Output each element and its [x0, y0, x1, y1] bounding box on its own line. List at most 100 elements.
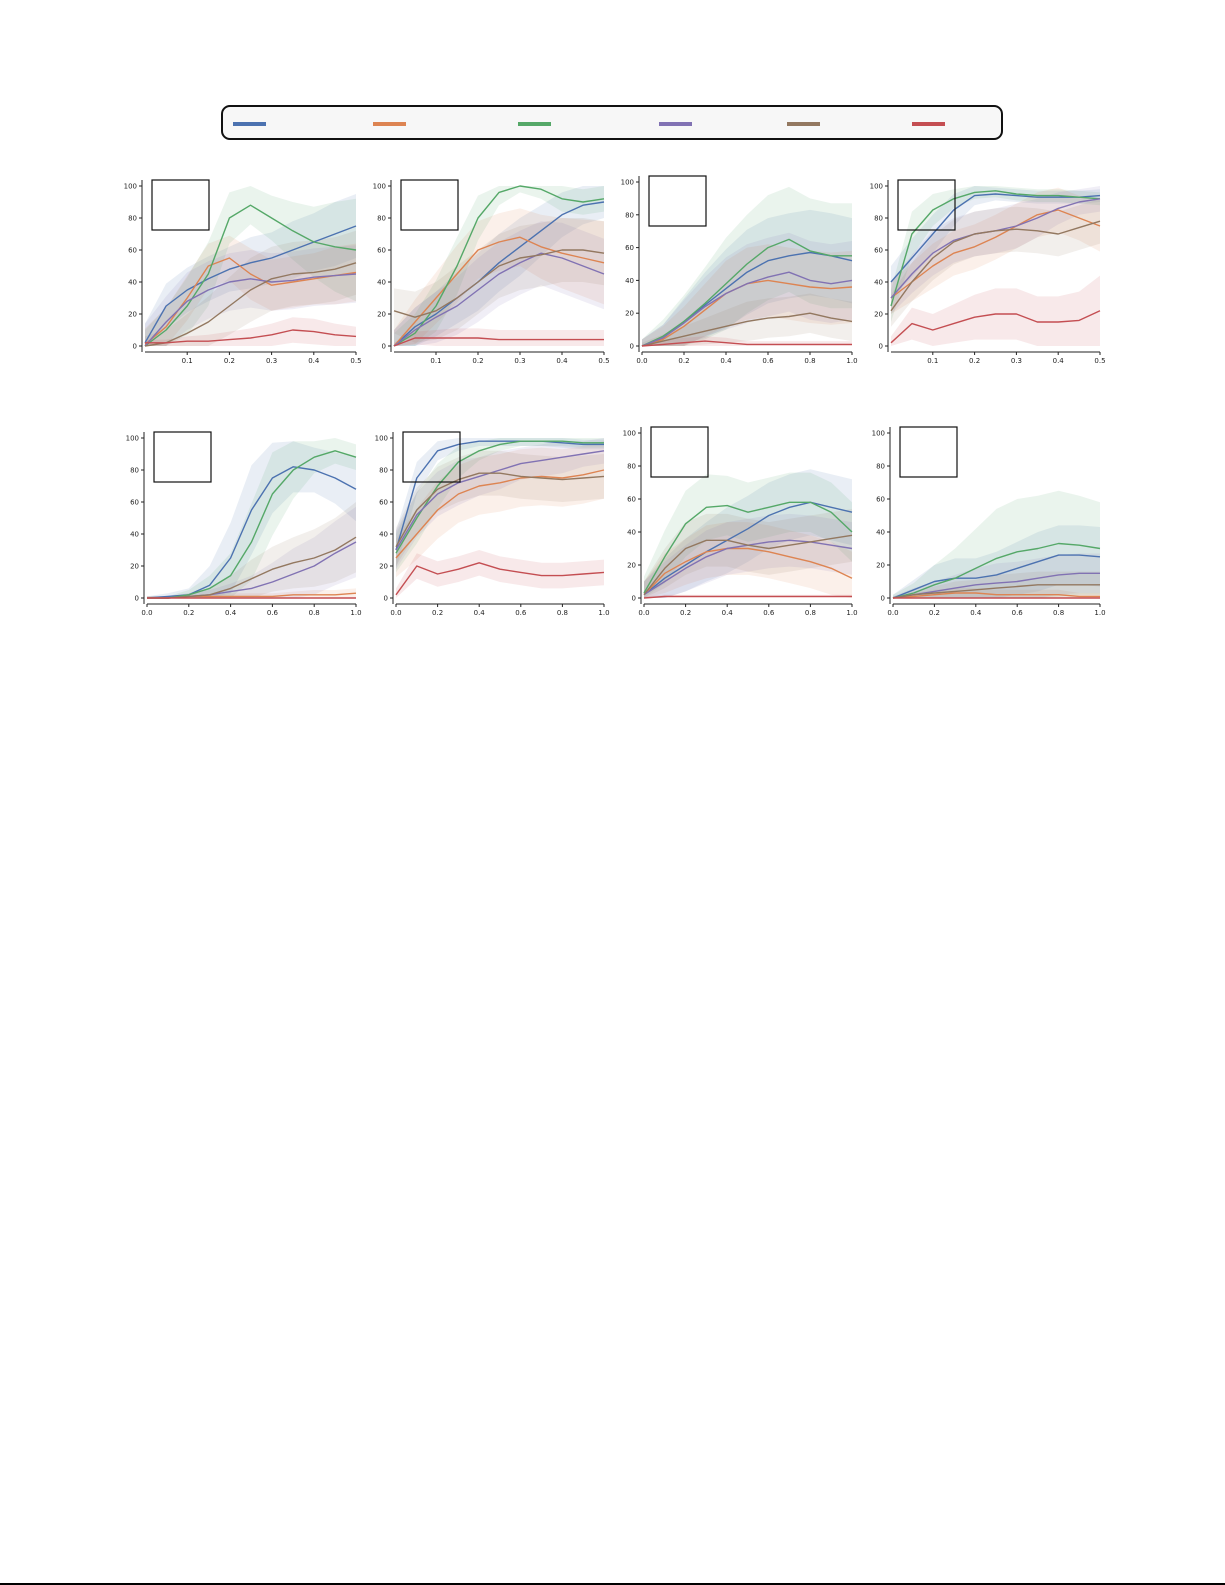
series-line-3-3: [641, 238, 852, 347]
x-tick-label-7-4: 0.6: [763, 609, 775, 617]
inset-box-1: [151, 179, 210, 231]
y-tick-label-7-3: 40: [627, 529, 636, 537]
y-tick-label-2-3: 40: [377, 279, 386, 287]
chart-panel-8: 0 20 40 60 80 100 0.0 0.2 0.4 0.6 0.8 1.0: [872, 426, 1106, 617]
series-line-8-5: [892, 584, 1100, 599]
y-tick-label-8-4: 60: [876, 496, 885, 504]
x-tick-label-6-1: 0.0: [390, 609, 401, 617]
y-tick-label-4-2: 20: [874, 311, 883, 319]
y-tick-label-2-6: 100: [373, 183, 386, 191]
series-line-6-1: [395, 440, 604, 551]
x-tick-label-4-4: 0.4: [1053, 357, 1065, 365]
y-tick-label-5-3: 40: [130, 531, 139, 539]
y-tick-label-2-1: 0: [382, 343, 386, 351]
series-line-4-1: [890, 193, 1101, 283]
band-1-4: [145, 245, 356, 346]
band-4-3: [891, 186, 1100, 322]
x-tick-label-1-2: 0.2: [224, 357, 235, 365]
x-tick-label-4-5: 0.5: [1094, 357, 1105, 365]
band-7-3: [644, 472, 852, 598]
chart-panel-5: 0 20 40 60 80 100 0.0 0.2 0.4 0.6 0.8 1.0: [126, 431, 362, 617]
x-tick-label-6-2: 0.2: [432, 609, 443, 617]
y-tick-label-4-6: 100: [870, 183, 883, 191]
y-tick-label-1-1: 0: [133, 343, 137, 351]
series-line-6-5: [395, 472, 605, 548]
chart-panel-6: 0 20 40 60 80 100 0.0 0.2 0.4 0.6 0.8 1.0: [375, 431, 610, 617]
y-tick-label-3-6: 100: [621, 179, 634, 187]
y-tick-label-3-3: 40: [625, 277, 634, 285]
inset-box-6: [402, 431, 461, 483]
band-7-4: [644, 513, 852, 598]
series-line-7-6: [643, 595, 852, 599]
chart-grid: 0 20 40 60 80 100 0.1 0.2 0.3 0.4 0.5 0 20 40 60 80 100 0…: [124, 175, 1106, 617]
x-tick-label-3-6: 1.0: [846, 357, 857, 365]
x-tick-label-2-5: 0.5: [598, 357, 609, 365]
series-line-6-2: [395, 469, 605, 559]
y-tick-label-6-3: 40: [379, 531, 388, 539]
y-tick-label-8-1: 0: [881, 595, 885, 603]
inset-box-8: [899, 426, 958, 478]
series-line-7-2: [643, 547, 853, 596]
series-line-8-3: [892, 542, 1101, 599]
y-tick-label-5-6: 100: [126, 435, 139, 443]
band-6-6: [396, 550, 604, 598]
y-tick-label-7-1: 0: [632, 595, 636, 603]
y-tick-label-1-5: 80: [128, 215, 137, 223]
band-2-6: [394, 328, 604, 346]
series-line-2-4: [393, 252, 605, 347]
inset-box-5: [153, 431, 212, 483]
x-tick-label-2-3: 0.3: [514, 357, 525, 365]
series-line-1-5: [144, 262, 357, 347]
x-tick-label-5-2: 0.2: [183, 609, 194, 617]
series-line-8-4: [892, 572, 1100, 599]
x-tick-label-3-1: 0.0: [636, 357, 647, 365]
y-tick-label-7-6: 100: [623, 430, 636, 438]
x-tick-label-5-6: 1.0: [350, 609, 361, 617]
series-line-7-1: [643, 501, 853, 596]
series-line-4-3: [890, 190, 1101, 307]
series-line-6-6: [395, 562, 605, 596]
x-tick-label-2-1: 0.1: [430, 357, 441, 365]
x-tick-label-7-5: 0.8: [805, 609, 816, 617]
x-tick-label-5-3: 0.4: [225, 609, 237, 617]
band-4-1: [891, 186, 1100, 298]
series-line-5-3: [147, 450, 357, 599]
series-line-4-5: [890, 220, 1101, 312]
band-5-1: [147, 441, 356, 598]
series-line-5-5: [147, 536, 357, 599]
x-tick-label-5-5: 0.8: [309, 609, 320, 617]
inset-box-3: [648, 175, 707, 227]
x-tick-label-7-1: 0.0: [638, 609, 649, 617]
x-tick-label-6-3: 0.4: [474, 609, 486, 617]
band-8-2: [893, 588, 1100, 598]
x-tick-label-6-5: 0.8: [557, 609, 568, 617]
y-tick-label-3-1: 0: [630, 343, 634, 351]
band-4-2: [891, 187, 1100, 314]
x-tick-label-6-4: 0.6: [515, 609, 527, 617]
band-1-6: [145, 317, 356, 346]
y-tick-label-5-1: 0: [135, 595, 139, 603]
x-tick-label-1-5: 0.5: [350, 357, 361, 365]
series-line-2-5: [393, 249, 605, 318]
y-tick-label-3-5: 80: [625, 211, 634, 219]
chart-panel-4: 0 20 40 60 80 100 0.1 0.2 0.3 0.4 0.5: [870, 179, 1106, 365]
series-line-3-6: [641, 340, 852, 347]
x-tick-label-8-2: 0.2: [929, 609, 940, 617]
legend-swatch-2: [373, 122, 406, 126]
band-1-5: [145, 230, 356, 346]
chart-panel-2: 0 20 40 60 80 100 0.1 0.2 0.3 0.4 0.5: [373, 179, 610, 365]
series-line-2-2: [393, 236, 605, 347]
x-tick-label-1-3: 0.3: [266, 357, 277, 365]
y-tick-label-7-4: 60: [627, 496, 636, 504]
band-6-3: [396, 438, 604, 573]
x-tick-label-1-1: 0.1: [182, 357, 193, 365]
y-tick-label-1-3: 40: [128, 279, 137, 287]
band-3-6: [642, 336, 852, 346]
x-tick-label-5-1: 0.0: [141, 609, 152, 617]
x-tick-label-8-4: 0.6: [1012, 609, 1024, 617]
chart-panel-7: 0 20 40 60 80 100 0.0 0.2 0.4 0.6 0.8 1.0: [623, 426, 858, 617]
band-1-1: [145, 194, 356, 346]
series-line-2-1: [393, 201, 605, 347]
x-tick-label-8-5: 0.8: [1053, 609, 1064, 617]
y-tick-label-1-2: 20: [128, 311, 137, 319]
